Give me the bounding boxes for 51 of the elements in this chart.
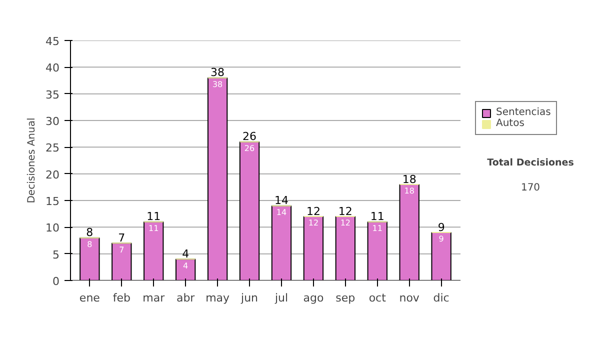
total-label: 18 <box>402 172 416 186</box>
data-label: 11 <box>148 224 159 234</box>
x-tick-label: abr <box>176 292 196 304</box>
data-label: 4 <box>183 261 188 270</box>
total-label: 11 <box>370 210 384 224</box>
y-tick-label: 40 <box>46 62 60 75</box>
x-tick-label: ene <box>79 292 100 304</box>
total-label: 38 <box>210 66 225 80</box>
x-tick-label: ago <box>303 292 324 304</box>
total-label: 4 <box>182 248 190 261</box>
y-tick-label: 0 <box>52 275 60 288</box>
x-tick-label: dic <box>433 292 450 304</box>
y-tick-label: 45 <box>46 35 60 48</box>
y-tick-label: 25 <box>46 142 60 155</box>
total-label: 9 <box>438 220 445 234</box>
data-label: 9 <box>438 234 444 244</box>
y-tick-label: 15 <box>46 195 60 208</box>
y-axis-title: Decisiones Anual <box>26 118 38 204</box>
total-label: 12 <box>338 204 352 218</box>
data-label: 7 <box>119 245 124 254</box>
total-label: 12 <box>306 204 320 218</box>
data-label: 14 <box>276 208 287 218</box>
y-tick-label: 35 <box>46 88 60 102</box>
y-tick-label: 30 <box>46 115 60 128</box>
total-label: 8 <box>86 226 94 240</box>
text: 170 <box>520 182 540 194</box>
data-label: 12 <box>340 218 351 228</box>
data-label: 12 <box>308 218 319 228</box>
x-tick-label: mar <box>142 292 166 304</box>
x-tick-label: nov <box>399 292 420 304</box>
total-label: 26 <box>242 130 257 144</box>
text: Total Decisiones <box>487 158 574 168</box>
total-label: 14 <box>274 194 288 208</box>
data-label: 26 <box>244 144 255 154</box>
y-tick-label: 10 <box>46 222 60 235</box>
x-tick-label: may <box>206 292 230 304</box>
y-tick-label: 5 <box>52 248 60 262</box>
data-label: 18 <box>404 186 414 196</box>
x-tick-label: jul <box>274 292 288 304</box>
legend-label: Autos <box>496 118 524 129</box>
total-label: 7 <box>118 232 126 245</box>
x-tick-label: feb <box>112 292 130 304</box>
legend-label: Sentencias <box>496 107 551 118</box>
y-tick-label: 20 <box>46 168 60 182</box>
x-tick-label: jun <box>240 292 258 304</box>
data-label: 8 <box>87 240 92 250</box>
total-label: 11 <box>146 210 161 224</box>
data-label: 38 <box>212 80 223 90</box>
data-label: 11 <box>372 224 382 234</box>
x-tick-label: sep <box>336 292 356 304</box>
x-tick-label: oct <box>368 292 387 304</box>
